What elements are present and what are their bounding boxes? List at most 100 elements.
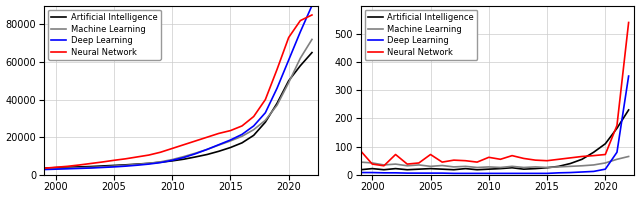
Artificial Intelligence — [273, 102, 281, 105]
Neural Network — [110, 159, 118, 162]
Neural Network — [99, 161, 106, 163]
Neural Network — [380, 165, 388, 167]
Machine Learning — [262, 119, 269, 121]
Artificial Intelligence — [380, 168, 388, 171]
Deep Learning — [273, 87, 281, 89]
Neural Network — [63, 165, 71, 168]
Deep Learning — [474, 172, 481, 175]
Machine Learning — [285, 81, 292, 84]
Deep Learning — [191, 152, 199, 155]
Machine Learning — [508, 165, 516, 168]
Neural Network — [145, 154, 153, 156]
Neural Network — [191, 140, 199, 142]
Deep Learning — [99, 166, 106, 169]
Neural Network — [157, 151, 164, 153]
Machine Learning — [75, 167, 83, 169]
Deep Learning — [403, 172, 411, 174]
Deep Learning — [497, 172, 504, 175]
Machine Learning — [250, 129, 257, 131]
Artificial Intelligence — [392, 168, 399, 170]
Neural Network — [474, 161, 481, 163]
Line: Neural Network: Neural Network — [44, 15, 312, 168]
Machine Learning — [555, 166, 563, 168]
Artificial Intelligence — [474, 168, 481, 171]
Machine Learning — [415, 164, 422, 166]
Artificial Intelligence — [578, 158, 586, 160]
Neural Network — [296, 19, 304, 22]
Artificial Intelligence — [215, 150, 223, 152]
Artificial Intelligence — [238, 142, 246, 144]
Deep Learning — [625, 75, 632, 77]
Artificial Intelligence — [613, 127, 621, 129]
Neural Network — [461, 160, 469, 162]
Machine Learning — [63, 167, 71, 169]
Artificial Intelligence — [543, 167, 551, 169]
Artificial Intelligence — [602, 143, 609, 145]
Neural Network — [415, 162, 422, 164]
Artificial Intelligence — [86, 165, 94, 168]
Neural Network — [543, 160, 551, 162]
Neural Network — [438, 161, 446, 163]
Neural Network — [308, 14, 316, 16]
Line: Deep Learning: Deep Learning — [360, 76, 628, 173]
Neural Network — [356, 150, 364, 152]
Neural Network — [602, 153, 609, 156]
Neural Network — [168, 147, 176, 150]
Machine Learning — [145, 162, 153, 165]
Artificial Intelligence — [285, 80, 292, 82]
Artificial Intelligence — [250, 134, 257, 136]
Neural Network — [485, 156, 493, 159]
Deep Learning — [215, 144, 223, 146]
Deep Learning — [532, 172, 540, 175]
Machine Learning — [238, 135, 246, 137]
Artificial Intelligence — [485, 168, 493, 170]
Neural Network — [86, 162, 94, 165]
Neural Network — [613, 124, 621, 127]
Deep Learning — [427, 172, 435, 174]
Deep Learning — [180, 156, 188, 159]
Machine Learning — [520, 166, 527, 169]
Machine Learning — [168, 158, 176, 161]
Artificial Intelligence — [110, 164, 118, 167]
Machine Learning — [532, 166, 540, 168]
Deep Learning — [566, 171, 574, 174]
Deep Learning — [63, 168, 71, 170]
Neural Network — [122, 158, 129, 160]
Deep Learning — [461, 172, 469, 175]
Artificial Intelligence — [145, 162, 153, 165]
Machine Learning — [578, 165, 586, 167]
Neural Network — [392, 153, 399, 156]
Neural Network — [250, 115, 257, 118]
Artificial Intelligence — [122, 164, 129, 166]
Neural Network — [180, 144, 188, 146]
Deep Learning — [369, 171, 376, 174]
Deep Learning — [450, 172, 458, 175]
Neural Network — [273, 68, 281, 71]
Deep Learning — [602, 168, 609, 170]
Deep Learning — [578, 171, 586, 173]
Neural Network — [450, 159, 458, 161]
Artificial Intelligence — [75, 166, 83, 168]
Deep Learning — [75, 167, 83, 170]
Deep Learning — [238, 133, 246, 136]
Machine Learning — [369, 162, 376, 164]
Deep Learning — [40, 168, 48, 171]
Machine Learning — [497, 166, 504, 169]
Line: Artificial Intelligence: Artificial Intelligence — [360, 110, 628, 170]
Machine Learning — [215, 144, 223, 146]
Machine Learning — [40, 168, 48, 170]
Deep Learning — [262, 111, 269, 114]
Neural Network — [427, 153, 435, 156]
Neural Network — [532, 159, 540, 161]
Deep Learning — [438, 172, 446, 174]
Deep Learning — [110, 166, 118, 168]
Machine Learning — [227, 140, 234, 142]
Artificial Intelligence — [356, 168, 364, 171]
Machine Learning — [474, 166, 481, 169]
Artificial Intelligence — [403, 168, 411, 171]
Neural Network — [262, 98, 269, 101]
Artificial Intelligence — [450, 168, 458, 171]
Machine Learning — [602, 162, 609, 164]
Neural Network — [133, 156, 141, 158]
Machine Learning — [296, 57, 304, 59]
